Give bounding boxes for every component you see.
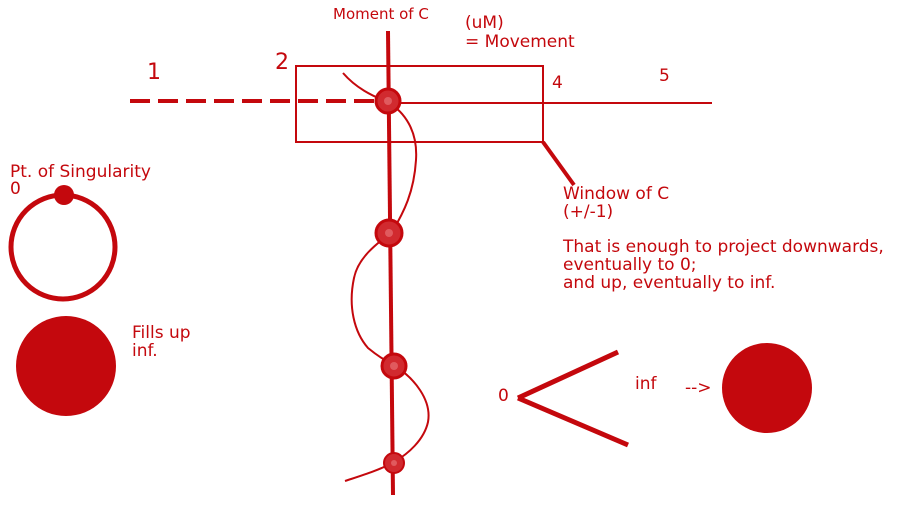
um-label-line2: = Movement: [465, 32, 575, 52]
fills-inf-label: inf.: [132, 341, 158, 361]
cone-upper: [516, 349, 620, 401]
note-line3: and up, eventually to inf.: [563, 273, 775, 293]
um-label-line1: (uM): [465, 13, 504, 33]
zero-label: 0: [498, 386, 509, 406]
node-2-core: [385, 229, 393, 237]
node-top-core: [384, 97, 392, 105]
note-line1: That is enough to project downwards,: [562, 237, 884, 257]
arrow-label: -->: [685, 378, 712, 398]
marker-5: 5: [659, 66, 670, 86]
movement-wave: [342, 72, 430, 482]
singularity-ring: [8, 192, 118, 302]
note-line2: eventually to 0;: [563, 255, 697, 275]
marker-1: 1: [147, 60, 161, 85]
singularity-point: [54, 185, 74, 205]
moment-of-c-label: Moment of C: [333, 5, 429, 23]
window-label-line2: (+/-1): [563, 202, 613, 222]
filled-disc: [16, 316, 116, 416]
marker-2: 2: [275, 50, 289, 75]
infinity-disc: [722, 343, 812, 433]
cone-lower: [517, 395, 629, 448]
node-4-core: [391, 460, 397, 466]
window-box: [295, 65, 544, 143]
inf-label: inf: [635, 374, 657, 394]
window-pointer: [541, 140, 576, 187]
node-3-core: [390, 362, 398, 370]
marker-4: 4: [552, 73, 563, 93]
singularity-label: Pt. of Singularity: [10, 162, 151, 182]
fills-up-label: Fills up: [132, 323, 191, 343]
singularity-zero: 0: [10, 179, 21, 199]
window-label-line1: Window of C: [563, 184, 669, 204]
